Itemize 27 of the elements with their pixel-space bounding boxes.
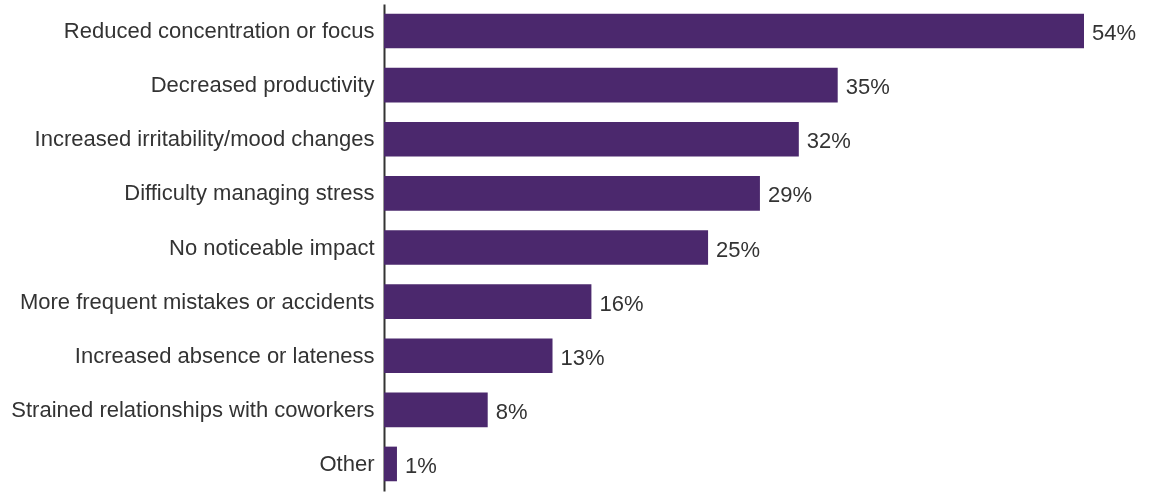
data-label: 54% [1092,20,1137,46]
y-tick-label: Decreased productivity [150,72,375,98]
bar [384,176,760,211]
bar [384,338,553,374]
y-tick-label: Other [319,450,375,476]
y-tick-label: Strained relationships with coworkers [11,396,375,422]
y-tick-label: Difficulty managing stress [124,180,375,206]
bar [384,13,1084,49]
y-tick-label: Reduced concentration or focus [63,18,375,44]
data-label: 13% [560,344,605,370]
bar [384,284,592,319]
bar [384,67,838,103]
bar [384,392,488,428]
bar [384,121,799,157]
data-label: 8% [495,398,528,424]
data-label: 35% [845,74,890,100]
bar [384,230,709,265]
data-label: 29% [767,182,812,208]
bar [384,446,397,482]
y-tick-label: Increased irritability/mood changes [34,126,375,152]
y-tick-label: More frequent mistakes or accidents [19,288,375,314]
y-tick-label: No noticeable impact [169,234,375,260]
data-label: 16% [599,290,644,316]
data-label: 32% [806,128,851,154]
data-label: 1% [404,452,437,478]
y-tick-label: Increased absence or lateness [74,342,375,368]
data-label: 25% [716,236,761,262]
